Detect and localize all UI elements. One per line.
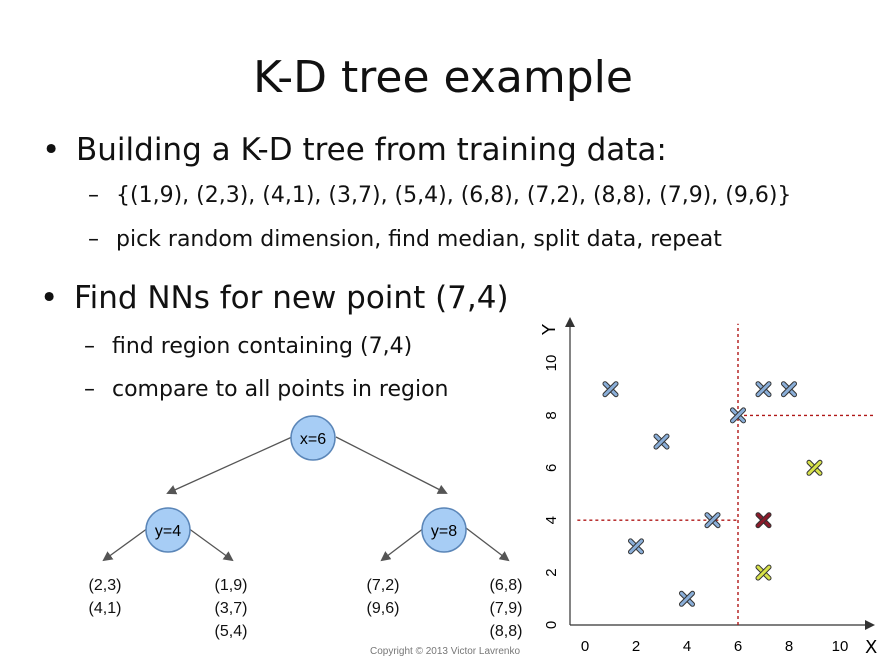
tree-node-right-label: y=8 [431, 523, 457, 540]
sub-bullet-region-text: find region containing (7,4) [112, 334, 413, 359]
tree-node-left-label: y=4 [155, 523, 181, 540]
y-axis-arrow [565, 317, 575, 327]
data-point-marker [755, 512, 772, 529]
marker-fill [807, 460, 822, 475]
data-point-marker [653, 433, 670, 450]
tree-edge [335, 436, 448, 494]
data-point-marker [755, 381, 772, 398]
slide-title: K-D tree example [253, 52, 633, 103]
data-point-marker [679, 590, 695, 607]
leaf-point: (2,3) [89, 577, 122, 594]
plot-axes: 0 2 4 6 8 10 0 2 4 6 8 10 [543, 317, 875, 655]
x-tick-label: 2 [632, 638, 640, 655]
dash: – [88, 183, 99, 208]
marker-fill [629, 539, 643, 554]
y-tick-label: 10 [543, 355, 560, 372]
marker-fill [705, 513, 720, 528]
tree-edge [380, 527, 425, 562]
marker-fill [603, 382, 618, 397]
data-point-marker [781, 381, 797, 398]
y-tick-label: 6 [543, 464, 560, 472]
x-tick-label: 4 [683, 638, 691, 655]
leaf-point: (8,8) [490, 623, 523, 640]
y-tick-label: 8 [543, 411, 560, 419]
dash: – [88, 227, 99, 252]
leaf-point: (7,9) [490, 600, 523, 617]
x-tick-label: 8 [785, 638, 793, 655]
sub-bullet-data-text: {(1,9), (2,3), (4,1), (3,7), (5,4), (6,8… [116, 183, 792, 208]
data-point-marker [628, 538, 644, 555]
tree-edge [166, 436, 293, 495]
tree-edge [102, 527, 149, 562]
marker-fill [756, 513, 771, 528]
kd-tree-diagram: x=6 y=4 y=8 (2,3) (4,1) (1,9) (3,7) (5,4… [89, 415, 523, 640]
copyright-text: Copyright © 2013 Victor Lavrenko [370, 646, 521, 657]
x-tick-label: 10 [832, 638, 849, 655]
tree-edge [465, 527, 510, 562]
kd-partition-plot: 0 2 4 6 8 10 0 2 4 6 8 10 X Y [539, 317, 877, 655]
data-point-marker [602, 381, 619, 398]
bullet-build-tree-text: Building a K-D tree from training data: [76, 132, 667, 168]
sub-bullet-compare: – compare to all points in region [84, 377, 449, 402]
sub-bullet-compare-text: compare to all points in region [112, 377, 449, 402]
x-tick-label: 0 [581, 638, 589, 655]
dash: – [84, 377, 95, 402]
leaf-point: (6,8) [490, 577, 523, 594]
bullet-build-tree: • Building a K-D tree from training data: [42, 132, 667, 168]
marker-fill [654, 434, 669, 449]
y-tick-label: 2 [543, 568, 560, 576]
tree-node-root-label: x=6 [300, 431, 326, 448]
sub-bullet-procedure-text: pick random dimension, find median, spli… [116, 227, 722, 252]
leaf-point: (1,9) [215, 577, 248, 594]
tree-node-root: x=6 [290, 415, 336, 461]
data-point-marker [704, 512, 721, 529]
y-axis-label: Y [539, 323, 560, 336]
dash: – [84, 334, 95, 359]
plot-points [602, 381, 823, 607]
bullet-find-nn: • Find NNs for new point (7,4) [40, 280, 509, 316]
x-axis-arrow [865, 620, 875, 630]
bullet-dot: • [42, 132, 61, 168]
marker-fill [756, 382, 771, 397]
marker-fill [782, 382, 796, 397]
bullet-dot: • [40, 280, 59, 316]
sub-bullet-region: – find region containing (7,4) [84, 334, 412, 359]
marker-fill [756, 565, 771, 580]
leaf-point: (4,1) [89, 600, 122, 617]
y-tick-label: 4 [543, 516, 560, 524]
leaf-point: (9,6) [367, 600, 400, 617]
data-point-marker [806, 459, 823, 476]
marker-fill [680, 591, 694, 606]
sub-bullet-data: – {(1,9), (2,3), (4,1), (3,7), (5,4), (6,… [88, 183, 791, 208]
tree-node-right: y=8 [421, 507, 467, 553]
leaf-point: (5,4) [215, 623, 248, 640]
y-tick-label: 0 [543, 621, 560, 629]
tree-node-left: y=4 [145, 507, 191, 553]
marker-fill [731, 408, 745, 423]
bullet-find-nn-text: Find NNs for new point (7,4) [74, 280, 509, 316]
tree-edge [187, 527, 234, 562]
leaf-point: (7,2) [367, 577, 400, 594]
x-tick-label: 6 [734, 638, 742, 655]
leaf-point: (3,7) [215, 600, 248, 617]
data-point-marker [730, 407, 746, 424]
x-axis-label: X [865, 637, 877, 655]
sub-bullet-procedure: – pick random dimension, find median, spl… [88, 227, 722, 252]
data-point-marker [755, 564, 772, 581]
plot-split-lines [577, 323, 876, 625]
